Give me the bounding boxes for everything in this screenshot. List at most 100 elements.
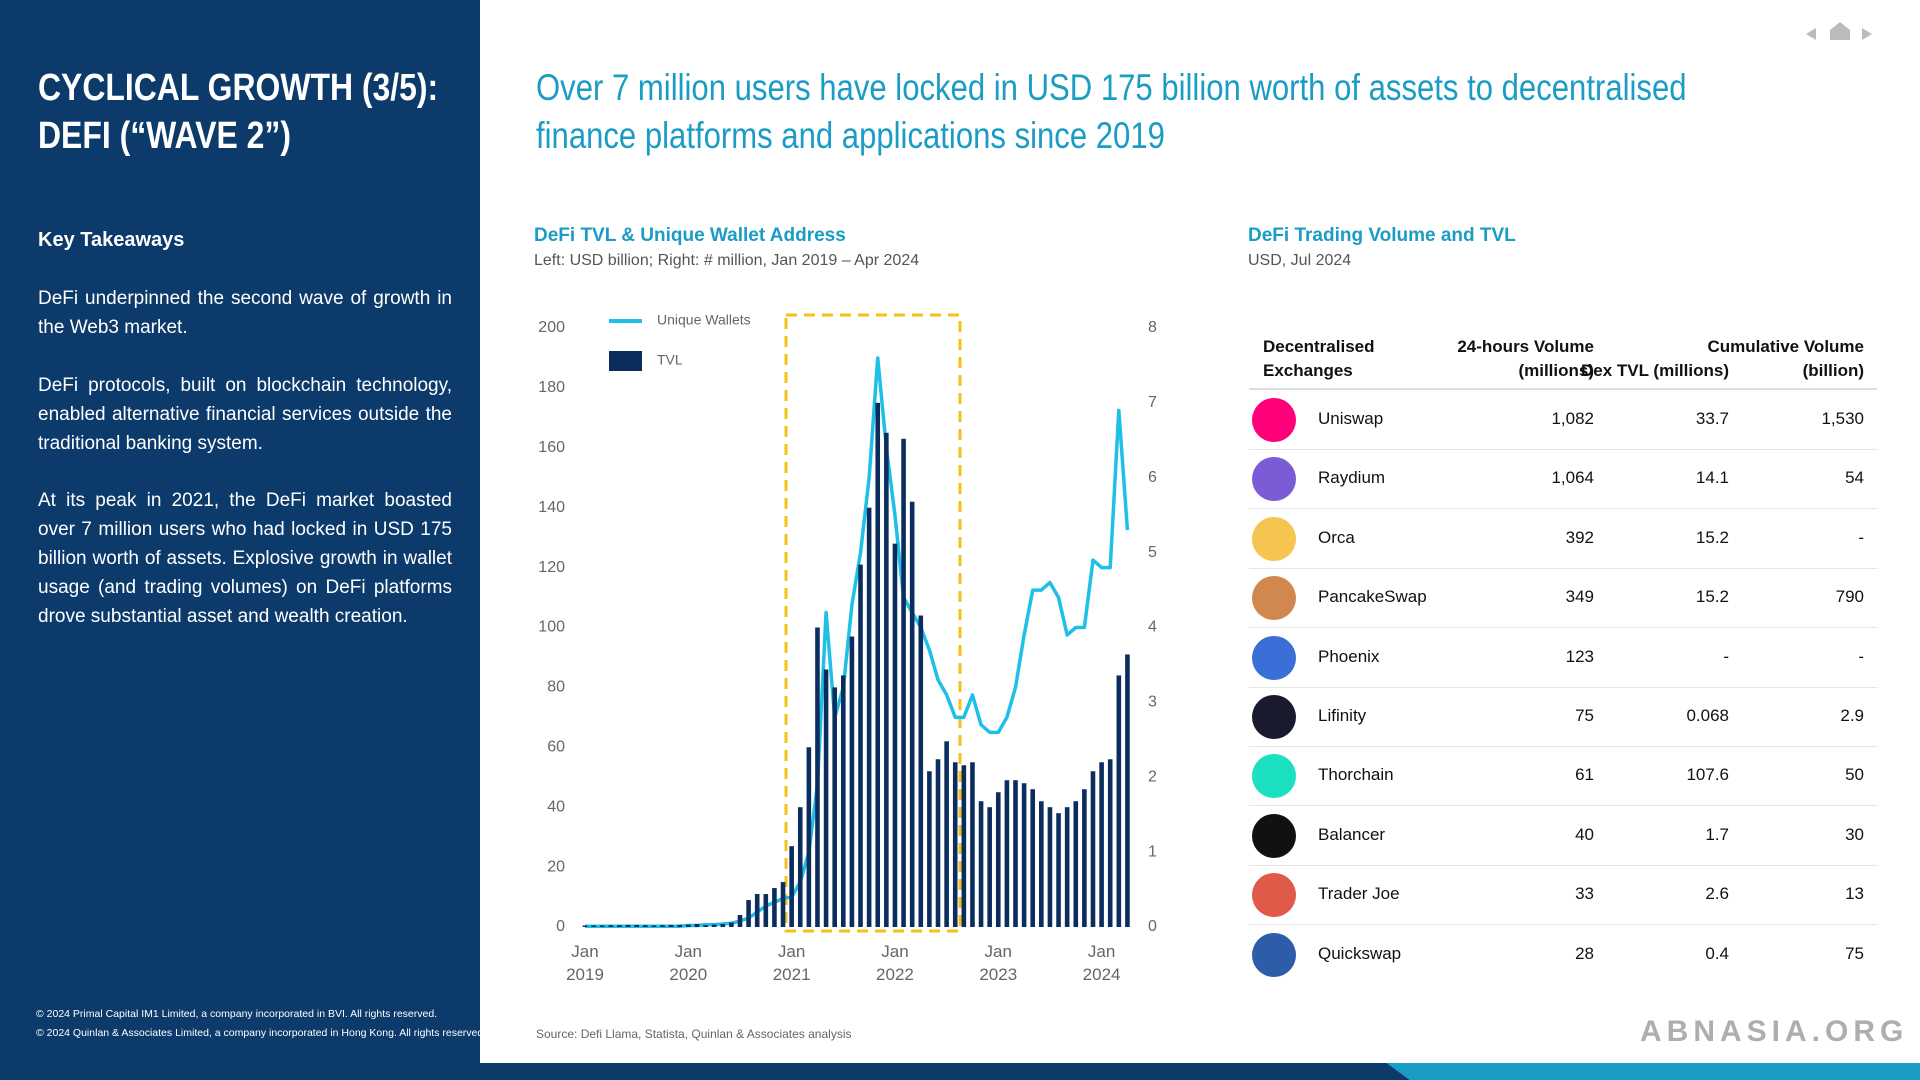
bar <box>772 888 777 927</box>
y-tick-label: 80 <box>547 679 565 696</box>
x-tick-label: Jan 2020 <box>669 942 708 984</box>
y-tick-label: 60 <box>547 739 565 756</box>
slide-title: CYCLICAL GROWTH (3/5): DEFI (“WAVE 2”) <box>38 67 439 157</box>
line <box>585 356 1130 929</box>
bar <box>1064 807 1070 927</box>
cell: 1,530 <box>1821 409 1864 428</box>
bar <box>797 807 803 927</box>
cell: 2.9 <box>1840 706 1864 725</box>
nav-prev[interactable] <box>1806 28 1816 40</box>
bar <box>1125 654 1130 927</box>
bar <box>1013 780 1018 927</box>
cell: 15.2 <box>1695 587 1729 607</box>
bar <box>815 627 820 927</box>
table-title: DeFi Trading Volume and TVL <box>1248 225 1516 246</box>
cell: 75 <box>1845 943 1864 963</box>
sidebar <box>0 0 480 1080</box>
row-rule <box>1249 924 1877 926</box>
cell: Lifinity <box>1318 706 1367 725</box>
bar <box>952 762 958 927</box>
bar <box>841 675 846 927</box>
cell: 1,082 <box>1551 409 1594 428</box>
cell: Balancer <box>1318 824 1386 844</box>
bar <box>1030 789 1036 927</box>
y-tick-label: 120 <box>538 559 565 576</box>
x-tick-label: Jan 2021 <box>772 942 811 984</box>
bar <box>961 765 967 927</box>
bar <box>1004 780 1010 927</box>
cell: Quickswap <box>1318 943 1402 963</box>
bar <box>599 925 605 927</box>
cell: Orca <box>1318 527 1355 547</box>
bar <box>582 925 588 927</box>
bar <box>1073 801 1079 927</box>
cell: 50 <box>1845 765 1864 785</box>
bar <box>909 501 915 927</box>
column-header: Cumulative Volume (billion) <box>1707 337 1865 380</box>
y2-tick-label: 7 <box>1148 394 1157 411</box>
paragraph: DeFi underpinned the second wave of grow… <box>38 288 452 338</box>
y-tick-label: 0 <box>556 918 565 935</box>
bar <box>1090 771 1096 927</box>
bar <box>1047 807 1053 927</box>
cell: 75 <box>1575 706 1594 725</box>
bar <box>694 924 700 927</box>
bottom-accent <box>1386 1063 1920 1080</box>
cell: 61 <box>1575 765 1594 785</box>
bar <box>668 924 674 927</box>
legend-swatch <box>609 351 642 371</box>
cell: 107.6 <box>1686 765 1729 785</box>
y2-tick-label: 0 <box>1148 918 1157 935</box>
bar <box>875 402 881 927</box>
bar <box>634 924 639 927</box>
cell: 54 <box>1845 468 1864 488</box>
bar <box>711 924 717 927</box>
row-icon <box>1252 813 1296 858</box>
bar <box>849 636 855 927</box>
cell: 349 <box>1565 587 1594 607</box>
bar <box>995 792 1001 927</box>
cell: 0.4 <box>1705 943 1729 963</box>
bar <box>935 759 941 927</box>
cell: 123 <box>1565 646 1594 666</box>
legend-label: TVL <box>657 352 683 368</box>
bar <box>617 925 622 927</box>
cell: 2.6 <box>1705 884 1729 904</box>
bar <box>987 807 992 927</box>
row-rule <box>1249 627 1877 629</box>
source-note: Source: Defi Llama, Statista, Quinlan & … <box>536 1027 852 1041</box>
bar <box>608 925 614 927</box>
column-header: Decentralised Exchanges <box>1263 337 1375 380</box>
bar <box>737 915 743 927</box>
cell: 15.2 <box>1695 527 1729 547</box>
cell: Raydium <box>1318 468 1386 488</box>
cell: 1,064 <box>1551 468 1594 488</box>
bar <box>729 922 734 927</box>
bar <box>754 894 760 927</box>
row-rule <box>1249 746 1877 747</box>
bar <box>884 432 889 927</box>
headline: Over 7 million users have locked in USD … <box>536 67 1687 156</box>
cell: 14.1 <box>1695 468 1729 488</box>
bar <box>866 507 872 927</box>
nav-home[interactable] <box>1830 22 1850 40</box>
cell: 40 <box>1575 824 1594 844</box>
row-rule <box>1249 449 1877 450</box>
row-icon <box>1252 695 1296 739</box>
bar <box>944 741 949 927</box>
y2-tick-label: 6 <box>1148 469 1157 486</box>
bar <box>823 669 829 927</box>
footnote: © 2024 Primal Capital IM1 Limited, a com… <box>36 1008 438 1020</box>
bar <box>832 687 837 927</box>
cell: - <box>1858 527 1864 547</box>
bar <box>1039 801 1044 927</box>
cell: 13 <box>1845 884 1864 904</box>
nav-next[interactable] <box>1862 28 1872 40</box>
cell: Thorchain <box>1318 765 1394 785</box>
bar <box>651 925 657 927</box>
row-rule <box>1249 864 1877 866</box>
cell: PancakeSwap <box>1318 587 1427 607</box>
bar <box>720 924 726 927</box>
x-tick-label: Jan 2019 <box>566 942 604 984</box>
